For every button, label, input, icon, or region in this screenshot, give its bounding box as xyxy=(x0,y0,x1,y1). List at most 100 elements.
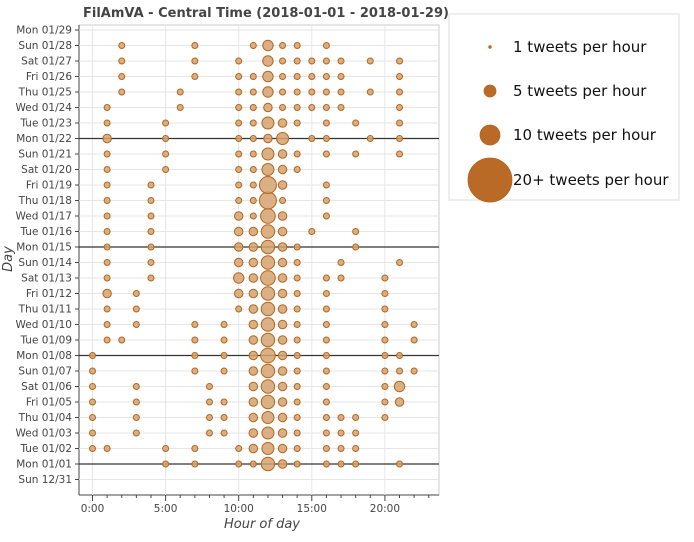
data-point xyxy=(277,397,288,407)
data-point xyxy=(260,379,276,394)
y-tick-label: Tue 01/09 xyxy=(19,335,72,347)
data-point xyxy=(396,88,404,96)
data-point xyxy=(260,317,276,332)
data-point xyxy=(233,257,244,268)
y-tick-label: Fri 01/19 xyxy=(26,180,72,192)
legend-marker xyxy=(488,45,492,49)
data-point xyxy=(103,150,111,158)
data-point xyxy=(277,118,288,128)
data-point xyxy=(322,414,330,421)
data-point xyxy=(322,274,330,282)
data-point xyxy=(103,104,111,111)
data-point xyxy=(381,321,389,328)
data-point xyxy=(205,383,213,390)
data-point xyxy=(381,367,389,375)
data-point xyxy=(103,305,111,313)
data-point xyxy=(262,70,274,83)
data-point xyxy=(248,242,259,252)
data-point xyxy=(261,442,275,455)
data-point xyxy=(337,73,345,80)
data-point xyxy=(381,414,389,421)
data-point xyxy=(248,335,259,345)
data-point xyxy=(279,73,287,80)
data-point xyxy=(162,135,170,142)
data-point xyxy=(279,104,287,111)
data-point xyxy=(396,259,404,266)
data-point xyxy=(118,88,126,96)
data-point xyxy=(205,429,213,437)
data-point xyxy=(277,381,288,392)
data-point xyxy=(393,380,406,393)
y-tick-label: Tue 01/16 xyxy=(19,226,72,238)
data-point xyxy=(260,456,276,472)
data-point xyxy=(277,226,288,237)
y-tick-label: Fri 01/12 xyxy=(26,288,72,300)
data-point xyxy=(102,288,112,299)
data-point xyxy=(322,42,330,49)
y-axis-label: Day xyxy=(1,246,16,272)
data-point xyxy=(162,445,170,452)
y-tick-label: Thu 01/04 xyxy=(18,412,73,424)
data-point xyxy=(191,445,199,452)
data-point xyxy=(322,73,330,80)
y-tick-label: Wed 01/17 xyxy=(16,211,73,223)
data-point xyxy=(147,228,155,235)
data-point xyxy=(396,73,404,80)
data-point xyxy=(308,88,316,96)
data-point xyxy=(322,57,330,65)
data-point xyxy=(277,319,288,330)
data-point xyxy=(176,88,184,96)
data-point xyxy=(191,57,199,65)
data-point xyxy=(293,166,301,173)
data-point xyxy=(308,228,316,235)
data-point xyxy=(293,42,301,49)
data-point xyxy=(220,414,228,421)
data-point xyxy=(322,305,330,313)
data-point xyxy=(337,274,345,282)
data-point xyxy=(337,429,345,437)
data-point xyxy=(308,104,316,111)
data-point xyxy=(396,150,404,158)
data-point xyxy=(322,460,330,468)
y-tick-label: Mon 01/22 xyxy=(16,133,72,145)
data-point xyxy=(103,119,111,127)
data-point xyxy=(260,363,276,379)
data-point xyxy=(248,273,259,283)
data-point xyxy=(191,460,199,468)
data-point xyxy=(162,119,170,127)
data-point xyxy=(322,352,330,359)
data-point xyxy=(277,164,288,175)
data-point xyxy=(322,104,330,111)
data-point xyxy=(132,305,140,313)
data-point xyxy=(248,350,259,361)
data-point xyxy=(337,104,345,111)
data-point xyxy=(249,135,257,142)
data-point xyxy=(293,119,301,127)
data-point xyxy=(263,102,273,113)
data-point xyxy=(89,414,96,421)
data-point xyxy=(89,445,96,452)
y-tick-label: Thu 01/11 xyxy=(18,304,72,316)
data-point xyxy=(396,135,404,142)
data-point xyxy=(293,398,301,406)
data-point xyxy=(381,305,389,313)
data-point xyxy=(322,181,330,189)
data-point xyxy=(322,367,330,375)
data-point xyxy=(276,132,290,145)
x-tick-label: 5:00 xyxy=(154,503,178,515)
x-tick-label: 20:00 xyxy=(370,503,400,515)
data-point xyxy=(248,257,259,268)
data-point xyxy=(277,211,288,221)
data-point xyxy=(322,383,330,390)
data-point xyxy=(162,150,170,158)
data-point xyxy=(293,429,301,437)
data-point xyxy=(396,367,404,375)
data-point xyxy=(396,460,404,468)
data-point xyxy=(220,352,228,359)
data-point xyxy=(260,239,276,255)
y-tick-label: Sun 01/14 xyxy=(18,257,72,269)
data-point xyxy=(249,212,257,220)
data-point xyxy=(322,119,330,127)
y-tick-label: Sun 01/21 xyxy=(18,149,72,161)
y-tick-label: Sun 01/07 xyxy=(18,366,72,378)
